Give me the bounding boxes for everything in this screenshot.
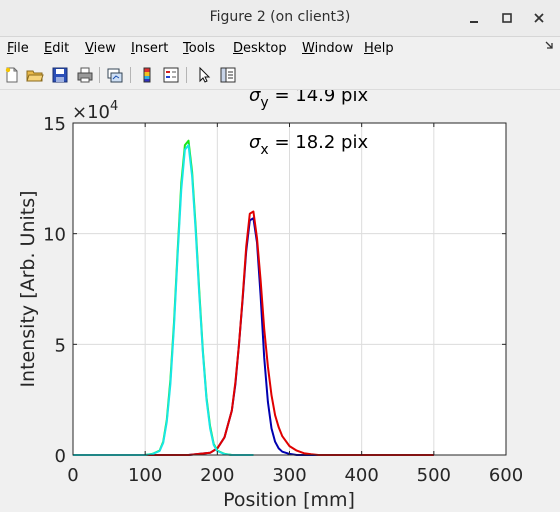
- menu-bar: File Edit View Insert Tools Desktop Wind…: [0, 37, 560, 61]
- minimize-icon[interactable]: [466, 9, 484, 27]
- menu-tools[interactable]: Tools: [183, 41, 215, 56]
- tool-bar: [0, 61, 560, 90]
- menu-edit-rest: dit: [52, 41, 70, 56]
- x-tick-label: 600: [489, 465, 523, 486]
- plot-area: 0 100 200 300 400 500 600 0 5 10 15 ×104 Position …: [17, 90, 523, 511]
- menu-file[interactable]: File: [7, 41, 29, 56]
- new-figure-icon[interactable]: [3, 66, 21, 84]
- menu-insert-rest: nsert: [134, 41, 169, 56]
- close-icon[interactable]: [530, 9, 548, 27]
- menu-window[interactable]: Window: [302, 41, 353, 56]
- menu-edit-accel: E: [44, 41, 53, 56]
- toolbar-separator: [130, 67, 131, 83]
- y-axis-label: Intensity [Arb. Units]: [17, 190, 39, 387]
- sigma-y-value: = 14.9 pix: [269, 90, 369, 106]
- menu-desktop-rest: esktop: [243, 41, 287, 56]
- x-axis-label: Position [mm]: [223, 489, 355, 511]
- x-tick-label: 0: [67, 465, 78, 486]
- menu-help-accel: H: [364, 41, 374, 56]
- sigma-y-annotation: σy = 14.9 pix: [249, 90, 368, 111]
- edit-plot-pointer-icon[interactable]: [195, 66, 213, 84]
- sigma-x-value: = 18.2 pix: [269, 132, 369, 153]
- pin-arrow-icon[interactable]: [544, 40, 554, 57]
- maximize-icon[interactable]: [498, 9, 516, 27]
- y-tick-label: 15: [43, 114, 66, 135]
- menu-view[interactable]: View: [85, 41, 116, 56]
- y-exponent-power: 4: [110, 99, 118, 114]
- tick-labels: 0 100 200 300 400 500 600 0 5 10 15: [43, 114, 523, 486]
- data-series-group: [73, 139, 434, 456]
- menu-insert-accel: I: [131, 41, 135, 56]
- menu-view-rest: iew: [93, 41, 116, 56]
- open-file-icon[interactable]: [26, 66, 44, 84]
- window-title: Figure 2 (on client3): [209, 9, 351, 25]
- menu-window-rest: indow: [314, 41, 354, 56]
- save-icon[interactable]: [51, 66, 69, 84]
- y-tick-label: 5: [55, 335, 66, 356]
- x-tick-label: 500: [417, 465, 451, 486]
- toolbar-separator: [99, 67, 100, 83]
- x-tick-label: 400: [344, 465, 378, 486]
- link-plot-icon[interactable]: [106, 66, 124, 84]
- menu-desktop-accel: D: [233, 41, 244, 56]
- x-tick-label: 300: [272, 465, 306, 486]
- menu-tools-accel: T: [183, 41, 189, 56]
- menu-window-accel: W: [302, 41, 315, 56]
- menu-help-rest: elp: [373, 41, 394, 56]
- y-exponent-label: ×104: [72, 99, 118, 123]
- data-series-line-4: [73, 144, 254, 456]
- title-bar: Figure 2 (on client3): [0, 0, 560, 37]
- menu-file-rest: ile: [13, 41, 29, 56]
- y-exponent-base: ×10: [72, 102, 110, 123]
- menu-desktop[interactable]: Desktop: [233, 41, 287, 56]
- grid-lines: [73, 123, 506, 455]
- data-series-line-2: [73, 210, 434, 456]
- menu-help[interactable]: Help: [364, 41, 394, 56]
- sigma-x-annotation: σx = 18.2 pix: [249, 132, 368, 158]
- sigma-x-symbol: σ: [249, 132, 261, 153]
- menu-edit[interactable]: Edit: [44, 41, 69, 56]
- menu-tools-rest: ools: [188, 41, 216, 56]
- y-tick-label: 10: [43, 225, 66, 246]
- insert-colorbar-icon[interactable]: [138, 66, 156, 84]
- tick-marks: [72, 122, 507, 456]
- menu-insert[interactable]: Insert: [131, 41, 168, 56]
- x-tick-label: 100: [128, 465, 162, 486]
- x-tick-label: 200: [200, 465, 234, 486]
- sigma-y-subscript: y: [260, 95, 268, 111]
- sigma-x-subscript: x: [260, 142, 268, 158]
- property-inspector-icon[interactable]: [219, 66, 237, 84]
- menu-file-accel: F: [7, 41, 14, 56]
- figure-canvas: 0 100 200 300 400 500 600 0 5 10 15 ×104 Position …: [0, 90, 560, 512]
- y-tick-label: 0: [55, 446, 66, 467]
- print-icon[interactable]: [76, 66, 94, 84]
- menu-view-accel: V: [85, 41, 94, 56]
- toolbar-separator: [186, 67, 187, 83]
- sigma-y-symbol: σ: [249, 90, 261, 106]
- insert-legend-icon[interactable]: [162, 66, 180, 84]
